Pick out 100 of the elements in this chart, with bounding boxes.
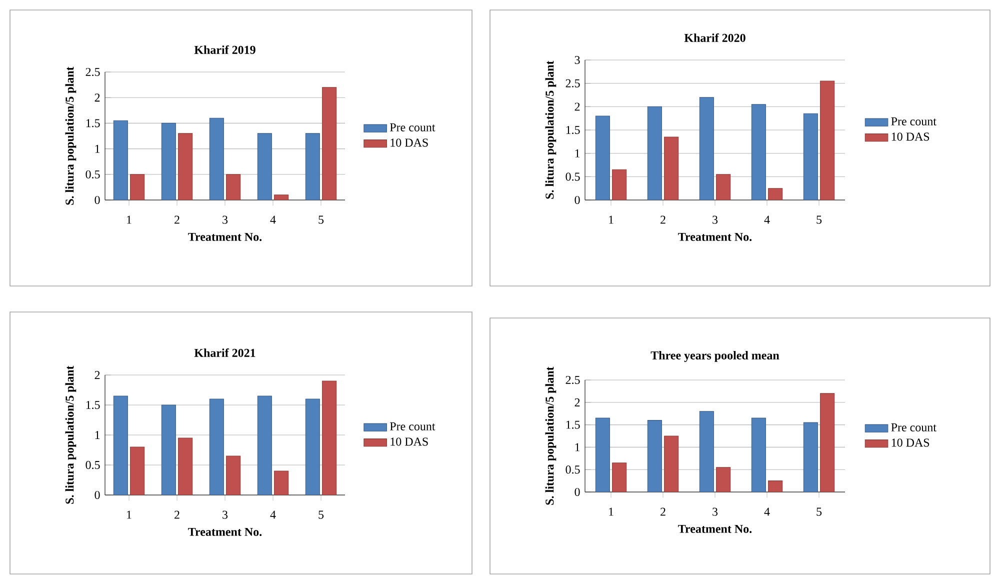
bar [274, 470, 289, 495]
y-tick-label: 0 [94, 196, 100, 204]
y-tick-label: 1.5 [86, 400, 100, 410]
bar [130, 446, 145, 495]
bar [226, 174, 241, 200]
y-tick-label: 0 [574, 488, 580, 496]
legend-label: 10 DAS [892, 438, 930, 447]
bar [161, 122, 176, 200]
x-tick-label: 3 [712, 216, 718, 224]
bar [274, 194, 289, 200]
legend-label: Pre count [891, 117, 936, 126]
chart-title: Kharif 2021 [194, 348, 256, 357]
bar [113, 120, 128, 200]
bar [595, 418, 610, 492]
y-tick-label: 2 [574, 102, 580, 111]
bar [664, 136, 679, 200]
bar [322, 380, 337, 495]
bar [716, 174, 731, 200]
y-tick-label: 1.5 [86, 119, 100, 128]
legend-label: Pre count [390, 422, 436, 430]
chart-title: Kharif 2020 [684, 33, 746, 42]
y-tick-label: 0 [574, 196, 580, 204]
bar [751, 418, 766, 492]
bar [209, 118, 224, 200]
bar [664, 436, 679, 492]
bar [647, 106, 662, 200]
bar [803, 422, 818, 492]
x-tick-label: 1 [127, 510, 132, 519]
legend-label: Pre count [891, 423, 936, 432]
x-axis-title: Treatment No. [188, 528, 262, 536]
y-tick-label: 1 [95, 431, 100, 439]
y-axis-title: S. litura population/5 plant [65, 66, 76, 205]
y-tick-label: 1 [575, 149, 580, 158]
x-tick-label: 2 [660, 216, 666, 224]
legend-label: 10 DAS [390, 138, 428, 147]
x-tick-label: 5 [318, 510, 324, 519]
x-axis-title: Treatment No. [188, 232, 262, 241]
bar [803, 113, 818, 200]
x-tick-label: 4 [764, 508, 770, 516]
chart-title: Three years pooled mean [650, 351, 780, 362]
x-tick-label: 3 [712, 508, 718, 516]
bar [226, 456, 241, 495]
y-axis-title: S. litura population/5 plant [65, 366, 76, 504]
y-tick-label: 1 [575, 443, 580, 452]
bar [647, 420, 662, 492]
y-tick-label: 0.5 [86, 460, 100, 470]
y-axis-title: S. litura population/5 plant [545, 60, 556, 199]
bar [161, 404, 176, 495]
legend-label: 10 DAS [390, 438, 428, 446]
y-tick-label: 2 [574, 398, 580, 406]
x-tick-label: 4 [270, 216, 276, 224]
bar [716, 467, 731, 492]
y-tick-label: 2.5 [566, 79, 580, 88]
y-tick-label: 2.5 [566, 376, 580, 384]
bar [768, 188, 783, 200]
x-tick-label: 1 [609, 216, 614, 224]
chart-title: Kharif 2019 [194, 45, 256, 54]
y-tick-label: 0 [94, 490, 100, 500]
bar [768, 480, 783, 492]
y-tick-label: 0.5 [566, 172, 580, 181]
x-axis-title: Treatment No. [678, 232, 752, 241]
bar [699, 411, 714, 492]
bar [113, 396, 128, 495]
y-tick-label: 2.5 [86, 68, 100, 76]
bar [257, 396, 272, 495]
legend-label: 10 DAS [892, 132, 930, 141]
x-tick-label: 3 [222, 510, 228, 519]
x-tick-label: 5 [318, 216, 324, 224]
y-tick-label: 3 [574, 56, 580, 64]
bar [751, 104, 766, 200]
y-tick-label: 1.5 [566, 420, 580, 429]
bar [209, 398, 224, 495]
bar [322, 87, 337, 200]
bar [257, 133, 272, 200]
bar [178, 133, 193, 200]
x-tick-label: 1 [127, 216, 132, 224]
x-tick-label: 5 [816, 508, 822, 516]
x-tick-label: 5 [816, 216, 822, 224]
bar [595, 116, 610, 200]
x-tick-label: 4 [270, 510, 276, 519]
y-tick-label: 1.5 [566, 126, 580, 134]
y-axis-title: S. litura population/5 plant [545, 366, 556, 505]
x-tick-label: 2 [660, 508, 666, 516]
bar [820, 393, 835, 492]
bar [699, 97, 714, 200]
x-axis-title: Treatment No. [678, 524, 752, 533]
bar [178, 438, 193, 495]
y-tick-label: 0.5 [566, 466, 580, 474]
bar [130, 174, 145, 200]
x-tick-label: 2 [174, 510, 180, 519]
x-tick-label: 2 [174, 216, 180, 224]
bar [305, 133, 320, 200]
legend-label: Pre count [390, 123, 436, 132]
x-tick-label: 4 [764, 216, 770, 224]
bar [612, 169, 627, 200]
bar [612, 462, 627, 492]
x-tick-label: 1 [609, 508, 614, 516]
y-tick-label: 0.5 [86, 170, 100, 178]
x-tick-label: 3 [222, 216, 228, 224]
y-tick-label: 2 [94, 94, 100, 102]
